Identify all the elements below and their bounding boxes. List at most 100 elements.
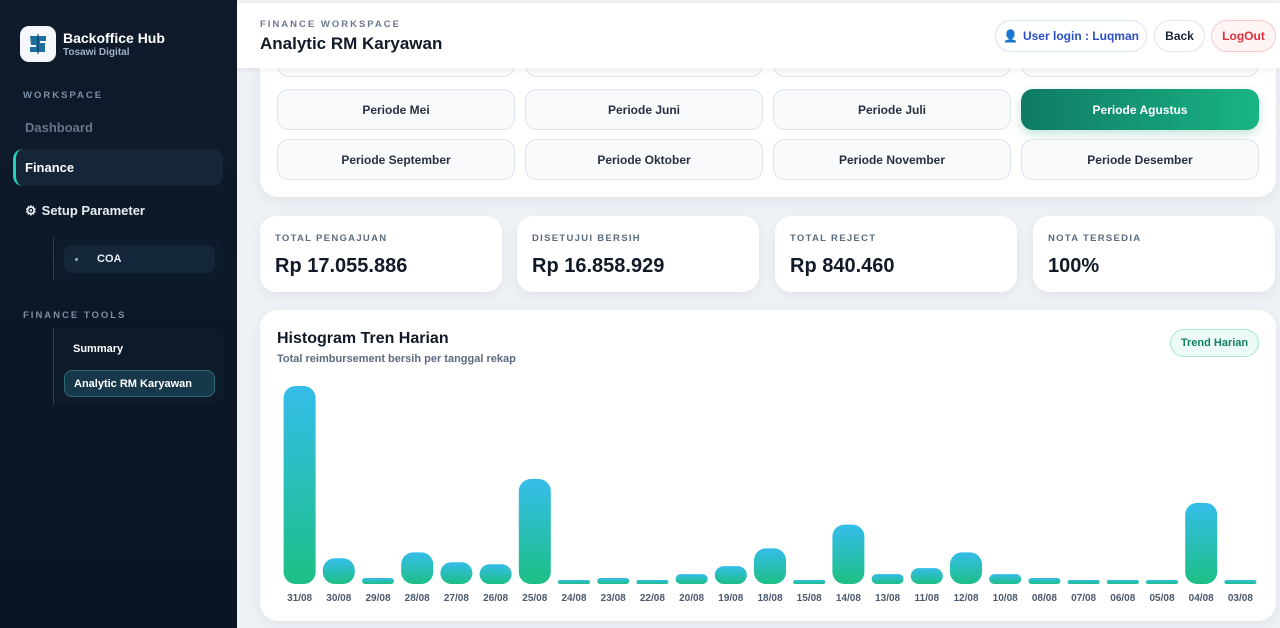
x-tick-label: 26/08 — [483, 593, 508, 604]
sidebar-item-dashboard[interactable]: Dashboard — [25, 120, 93, 135]
histogram-bar-27-08[interactable] — [440, 562, 473, 584]
histogram-bar-03-08[interactable] — [1224, 580, 1257, 584]
histogram-bar-07-08[interactable] — [1067, 580, 1100, 584]
x-tick-label: 23/08 — [601, 593, 626, 604]
stat-card-nota-tersedia: NOTA TERSEDIA 100% — [1033, 216, 1275, 292]
x-tick-label: 24/08 — [561, 593, 586, 604]
histogram-bar-18-08[interactable] — [754, 548, 786, 584]
x-tick-label: 08/08 — [1032, 593, 1057, 604]
sidebar-item-finance[interactable]: Finance — [13, 149, 223, 186]
histogram-bar-23-08[interactable] — [597, 578, 630, 584]
histogram-bar-14-08[interactable] — [832, 524, 865, 584]
histogram-bar-05-08[interactable] — [1146, 580, 1178, 584]
period-button-juli[interactable]: Periode Juli — [773, 89, 1011, 130]
x-tick-label: 07/08 — [1071, 593, 1096, 604]
histogram-bar-28-08[interactable] — [401, 552, 434, 584]
period-button-desember[interactable]: Periode Desember — [1021, 139, 1259, 180]
histogram-bar-30-08[interactable] — [322, 558, 355, 584]
header-kicker: FINANCE WORKSPACE — [260, 19, 401, 30]
brand-subtitle: Tosawi Digital — [63, 46, 130, 58]
sidebar-item-setup-parameter[interactable]: ⚙ Setup Parameter — [13, 192, 223, 229]
period-button-juni[interactable]: Periode Juni — [525, 89, 763, 130]
x-tick-label: 27/08 — [444, 593, 469, 604]
stat-card-total-pengajuan: TOTAL PENGAJUAN Rp 17.055.886 — [260, 216, 502, 292]
finance-tools-submenu: Summary Analytic RM Karyawan — [53, 328, 223, 404]
stat-value: Rp 16.858.929 — [532, 255, 665, 277]
histogram-bar-15-08[interactable] — [793, 580, 826, 584]
x-tick-label: 19/08 — [718, 593, 743, 604]
stat-value: 100% — [1048, 255, 1100, 277]
stat-label: DISETUJUI BERSIH — [532, 233, 641, 244]
period-button-mei[interactable]: Periode Mei — [277, 89, 515, 130]
x-tick-label: 18/08 — [757, 593, 782, 604]
sidebar-subitem-label: COA — [97, 253, 122, 265]
brand[interactable]: Backoffice Hub Tosawi Digital — [20, 26, 165, 62]
stat-label: TOTAL REJECT — [790, 233, 877, 244]
x-tick-label: 20/08 — [679, 593, 704, 604]
user-login-label: User login : Luqman — [1022, 29, 1139, 43]
histogram-bar-31-08[interactable] — [283, 386, 316, 584]
histogram-bar-19-08[interactable] — [714, 566, 747, 584]
chart-subtitle: Total reimbursement bersih per tanggal r… — [277, 353, 516, 365]
period-button-oktober[interactable]: Periode Oktober — [525, 139, 763, 180]
histogram-bar-13-08[interactable] — [871, 574, 904, 584]
page-title: Analytic RM Karyawan — [260, 34, 443, 53]
histogram-bar-24-08[interactable] — [558, 580, 590, 584]
chart-title: Histogram Tren Harian — [277, 330, 449, 347]
sidebar-subitem-summary[interactable]: Summary — [73, 343, 124, 355]
stat-card-disetujui-bersih: DISETUJUI BERSIH Rp 16.858.929 — [517, 216, 759, 292]
histogram-bar-29-08[interactable] — [362, 578, 394, 584]
brand-title: Backoffice Hub — [63, 29, 165, 46]
finance-tools-section-label: FINANCE TOOLS — [23, 310, 127, 321]
user-login-button[interactable]: 👤 User login : Luqman — [995, 20, 1147, 52]
period-button-november[interactable]: Periode November — [773, 139, 1011, 180]
top-header: FINANCE WORKSPACE Analytic RM Karyawan 👤… — [237, 3, 1280, 68]
workspace-section-label: WORKSPACE — [23, 90, 104, 101]
stat-card-total-reject: TOTAL REJECT Rp 840.460 — [775, 216, 1017, 292]
x-tick-label: 10/08 — [993, 593, 1018, 604]
histogram-bar-22-08[interactable] — [636, 580, 669, 584]
histogram-bar-12-08[interactable] — [950, 552, 982, 584]
histogram-bar-11-08[interactable] — [910, 568, 943, 584]
histogram-bar-06-08[interactable] — [1106, 580, 1139, 584]
setup-submenu: COA — [53, 238, 223, 281]
histogram-chart: 31/08 30/08 29/08 28/08 27/08 26/08 25/08 24/08… — [283, 386, 1257, 604]
period-button-september[interactable]: Periode September — [277, 139, 515, 180]
sidebar-subitem-analytic-rm-karyawan[interactable]: Analytic RM Karyawan — [64, 370, 215, 397]
sidebar-item-label: Setup Parameter — [41, 203, 145, 218]
histogram-card: Histogram Tren Harian Total reimbursemen… — [260, 310, 1276, 621]
stat-label: TOTAL PENGAJUAN — [275, 233, 388, 244]
x-tick-label: 14/08 — [836, 593, 861, 604]
stat-value: Rp 17.055.886 — [275, 255, 408, 277]
histogram-bar-26-08[interactable] — [479, 564, 512, 584]
histogram-bar-10-08[interactable] — [989, 574, 1022, 584]
histogram-bar-04-08[interactable] — [1185, 502, 1218, 584]
x-tick-label: 11/08 — [915, 593, 940, 604]
x-tick-label: 25/08 — [522, 593, 547, 604]
histogram-bar-25-08[interactable] — [518, 479, 551, 584]
logout-button[interactable]: LogOut — [1211, 20, 1276, 52]
x-tick-label: 22/08 — [640, 593, 665, 604]
x-tick-label: 29/08 — [365, 593, 390, 604]
histogram-bar-20-08[interactable] — [675, 574, 708, 584]
trend-harian-badge[interactable]: Trend Harian — [1170, 329, 1259, 357]
gear-icon: ⚙ — [25, 202, 37, 218]
x-tick-label: 05/08 — [1149, 593, 1174, 604]
dollar-logo-icon — [20, 26, 56, 62]
sidebar: Backoffice Hub Tosawi Digital WORKSPACE … — [0, 0, 237, 628]
x-tick-label: 30/08 — [326, 593, 351, 604]
x-tick-label: 31/08 — [287, 593, 312, 604]
histogram-bar-08-08[interactable] — [1028, 578, 1061, 584]
x-tick-label: 03/08 — [1228, 593, 1253, 604]
x-tick-label: 04/08 — [1189, 593, 1214, 604]
back-button[interactable]: Back — [1154, 20, 1205, 52]
stat-label: NOTA TERSEDIA — [1048, 233, 1142, 244]
x-tick-label: 06/08 — [1110, 593, 1135, 604]
stat-value: Rp 840.460 — [790, 255, 895, 277]
bullet-icon — [75, 257, 78, 261]
sidebar-subitem-coa[interactable]: COA — [64, 245, 215, 273]
x-tick-label: 12/08 — [953, 593, 978, 604]
period-button-agustus[interactable]: Periode Agustus — [1021, 89, 1259, 130]
x-tick-label: 15/08 — [797, 593, 822, 604]
x-tick-label: 13/08 — [875, 593, 900, 604]
